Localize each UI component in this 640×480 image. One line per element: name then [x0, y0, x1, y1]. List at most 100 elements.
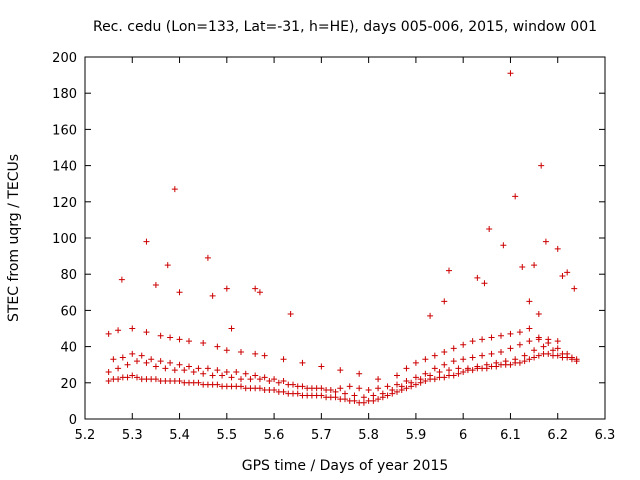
- data-point: [332, 394, 339, 401]
- data-point: [450, 358, 457, 365]
- data-point: [124, 374, 131, 381]
- data-point: [164, 262, 171, 269]
- data-point: [417, 376, 424, 383]
- data-point: [516, 359, 523, 366]
- data-point: [342, 390, 348, 397]
- data-point: [209, 292, 216, 299]
- y-tick-label: 100: [52, 232, 77, 247]
- data-point: [408, 379, 415, 386]
- data-point: [129, 350, 136, 357]
- data-point: [271, 376, 278, 383]
- data-point: [105, 377, 112, 384]
- data-point: [337, 367, 344, 374]
- data-point: [167, 334, 174, 341]
- data-point: [571, 285, 578, 292]
- data-point: [554, 345, 561, 352]
- data-point: [280, 377, 287, 384]
- data-point: [143, 329, 150, 336]
- data-point: [223, 347, 230, 354]
- data-point: [474, 274, 481, 281]
- data-point: [427, 312, 434, 319]
- data-point: [318, 363, 325, 370]
- data-point: [535, 352, 542, 359]
- data-point: [545, 350, 552, 357]
- data-point: [162, 365, 169, 372]
- data-point: [403, 377, 410, 384]
- data-point: [431, 376, 438, 383]
- data-point: [252, 285, 259, 292]
- data-point: [280, 356, 287, 363]
- y-tick-label: 80: [60, 268, 77, 283]
- data-point: [176, 336, 183, 343]
- data-point: [308, 385, 315, 392]
- data-point: [559, 273, 566, 280]
- data-point: [502, 358, 509, 365]
- data-point: [394, 388, 400, 395]
- data-point: [474, 363, 481, 370]
- data-point: [223, 368, 230, 375]
- data-point: [441, 374, 448, 381]
- data-point: [200, 339, 207, 346]
- data-point: [568, 354, 575, 361]
- data-point: [412, 374, 419, 381]
- data-point: [115, 327, 122, 334]
- data-point: [271, 387, 278, 394]
- data-point: [550, 347, 556, 354]
- x-tick-label: 5.9: [406, 428, 427, 443]
- data-point: [214, 381, 221, 388]
- data-point: [129, 372, 136, 379]
- data-point: [242, 370, 249, 377]
- data-point: [342, 396, 348, 403]
- x-tick-label: 5.7: [311, 428, 332, 443]
- data-point: [441, 361, 448, 368]
- data-point: [469, 367, 476, 374]
- data-point: [238, 376, 244, 383]
- data-point: [403, 365, 410, 372]
- x-tick-label: 6.2: [547, 428, 568, 443]
- data-point: [441, 349, 448, 356]
- data-point: [422, 356, 429, 363]
- data-point: [152, 363, 159, 370]
- data-point: [124, 361, 131, 368]
- data-point: [176, 289, 183, 296]
- data-point: [318, 392, 325, 399]
- data-point: [481, 280, 488, 287]
- data-point: [204, 254, 211, 261]
- data-point: [327, 387, 334, 394]
- data-point: [360, 399, 367, 406]
- data-point: [105, 368, 112, 375]
- data-point: [356, 370, 363, 377]
- data-point: [375, 376, 382, 383]
- data-point: [564, 269, 571, 276]
- data-point: [261, 374, 268, 381]
- data-point: [370, 392, 377, 399]
- y-tick-label: 160: [52, 123, 77, 138]
- data-point: [195, 365, 202, 372]
- data-point: [238, 349, 244, 356]
- data-point: [171, 367, 178, 374]
- data-point: [450, 345, 457, 352]
- data-point: [455, 365, 462, 372]
- data-point: [519, 263, 526, 270]
- data-point: [209, 372, 216, 379]
- data-point: [266, 377, 273, 384]
- data-point: [143, 359, 150, 366]
- data-point: [460, 368, 467, 375]
- x-tick-label: 5.5: [216, 428, 237, 443]
- data-point: [105, 330, 112, 337]
- data-point: [171, 186, 178, 193]
- data-point: [531, 262, 538, 269]
- data-point: [356, 385, 363, 392]
- data-point: [493, 359, 500, 366]
- data-point: [115, 365, 122, 372]
- data-point: [351, 392, 358, 399]
- data-point: [379, 390, 386, 397]
- data-point: [422, 370, 429, 377]
- data-points: [105, 70, 580, 406]
- data-point: [252, 350, 259, 357]
- data-point: [157, 332, 164, 339]
- data-point: [507, 70, 514, 77]
- data-point: [521, 352, 528, 359]
- axis-ticks: 5.2 5.3 5.4 5.5 5.6 5.7 5.8 5.9 6 6.1 6.2 6.3 0 20 40 6…: [52, 51, 615, 443]
